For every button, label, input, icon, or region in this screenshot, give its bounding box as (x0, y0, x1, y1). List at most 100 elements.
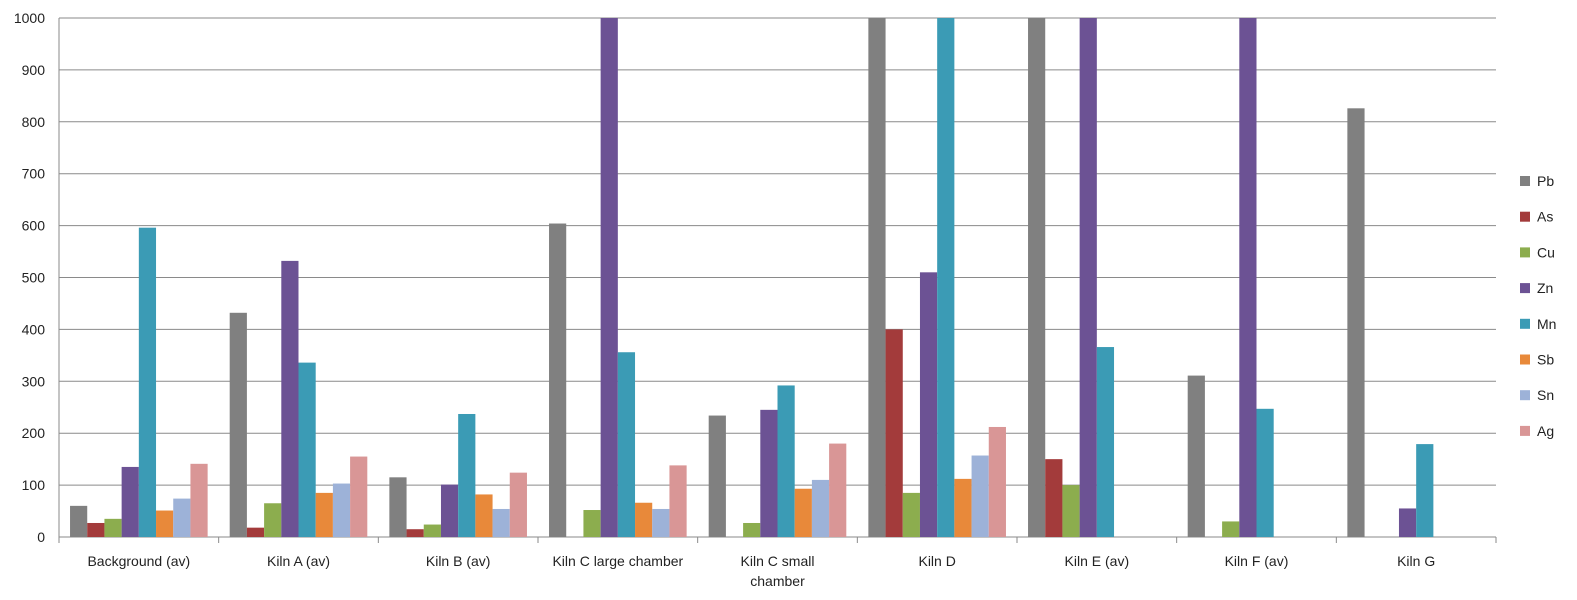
bar-mn (1256, 408, 1274, 537)
bar-pb (70, 505, 88, 537)
bar-pb (549, 223, 567, 538)
bar-sn (173, 498, 191, 537)
x-category-label: Kiln C large chamber (552, 553, 683, 569)
bar-mn (1096, 347, 1115, 537)
bar-ag (988, 426, 1006, 537)
bar-mn (298, 362, 316, 537)
x-category-label: Background (av) (87, 553, 190, 569)
legend: Pb As Cu Zn Mn Sb Sn Ag (1520, 173, 1556, 439)
bar-mn (777, 385, 795, 537)
bar-cu (1222, 521, 1240, 537)
bar-sb (315, 492, 333, 537)
bar-as (885, 329, 903, 537)
bar-ag (509, 472, 527, 537)
y-tick-label: 100 (22, 477, 46, 493)
y-tick-label: 500 (22, 270, 46, 286)
bar-mn (937, 18, 955, 537)
bar-pb (389, 477, 407, 537)
legend-label-sn: Sn (1537, 387, 1554, 403)
bar-mn (617, 352, 636, 537)
y-tick-label: 1000 (14, 10, 45, 26)
legend-label-pb: Pb (1537, 173, 1554, 189)
bar-cu (902, 492, 920, 537)
bar-zn (281, 260, 299, 537)
bar-pb (868, 18, 886, 537)
x-category-label: chamber (750, 573, 805, 589)
bar-pb (1347, 108, 1365, 537)
legend-label-mn: Mn (1537, 316, 1556, 332)
x-axis: Background (av) Kiln A (av) Kiln B (av) Kil… (58, 537, 1497, 589)
bar-cu (583, 510, 601, 537)
bar-cu (264, 503, 282, 537)
legend-swatch-zn (1520, 283, 1530, 294)
bar-zn (600, 18, 618, 537)
bar-zn (1079, 18, 1097, 537)
bar-as (1045, 459, 1063, 537)
bar-ag (350, 456, 368, 537)
bar-mn (458, 413, 476, 537)
y-tick-label: 700 (22, 166, 46, 182)
bar-as (406, 529, 424, 537)
bars (70, 18, 1434, 538)
legend-label-sb: Sb (1537, 352, 1554, 368)
legend-label-cu: Cu (1537, 244, 1555, 260)
bar-ag (829, 443, 847, 537)
bar-ag (190, 463, 208, 537)
legend-swatch-sn (1520, 390, 1530, 401)
bar-zn (121, 466, 139, 537)
bar-sb (156, 510, 174, 537)
bar-sn (332, 483, 351, 537)
legend-swatch-mn (1520, 318, 1530, 329)
legend-label-as: As (1537, 209, 1553, 225)
bar-zn (1398, 508, 1417, 537)
bar-ag (669, 465, 687, 537)
x-category-label: Kiln A (av) (267, 553, 330, 569)
bar-pb (708, 415, 726, 537)
x-category-label: Kiln E (av) (1065, 553, 1130, 569)
bar-pb (229, 312, 247, 537)
legend-swatch-pb (1520, 176, 1530, 186)
x-category-label: Kiln F (av) (1225, 553, 1289, 569)
legend-swatch-cu (1520, 247, 1530, 258)
bar-pb (1187, 375, 1205, 537)
bar-sb (954, 478, 972, 537)
bar-mn (1416, 444, 1434, 537)
y-tick-label: 800 (22, 114, 46, 130)
y-tick-label: 0 (37, 529, 45, 545)
bar-sb (635, 502, 653, 537)
legend-swatch-sb (1520, 354, 1530, 365)
bar-zn (760, 409, 778, 537)
bar-as (246, 527, 265, 537)
bar-sb (794, 488, 812, 537)
x-category-label: Kiln G (1397, 553, 1435, 569)
bar-cu (423, 524, 441, 537)
bar-as (87, 522, 105, 537)
bar-cu (1062, 485, 1080, 537)
x-category-label: Kiln B (av) (426, 553, 491, 569)
y-tick-label: 300 (22, 373, 46, 389)
x-category-label: Kiln C small (741, 553, 815, 569)
legend-label-ag: Ag (1537, 423, 1554, 439)
bar-pb (1028, 18, 1046, 537)
legend-swatch-as (1520, 211, 1530, 222)
y-tick-label: 900 (22, 62, 46, 78)
bar-sn (971, 455, 989, 537)
bar-sb (475, 494, 493, 537)
legend-label-zn: Zn (1537, 280, 1553, 296)
bar-zn (440, 484, 459, 537)
y-tick-label: 600 (22, 218, 46, 234)
bar-cu (104, 518, 122, 537)
bar-mn (138, 227, 157, 537)
bar-cu (743, 522, 761, 537)
bar-sn (492, 508, 510, 537)
bar-sn (811, 479, 830, 537)
y-tick-label: 200 (22, 425, 46, 441)
legend-swatch-ag (1520, 425, 1530, 436)
x-category-label: Kiln D (918, 553, 955, 569)
y-axis: 0 100 200 300 400 500 600 700 800 900 1000 (14, 10, 45, 545)
bar-sn (652, 508, 670, 537)
y-tick-label: 400 (22, 321, 46, 337)
bar-zn (1239, 18, 1257, 537)
